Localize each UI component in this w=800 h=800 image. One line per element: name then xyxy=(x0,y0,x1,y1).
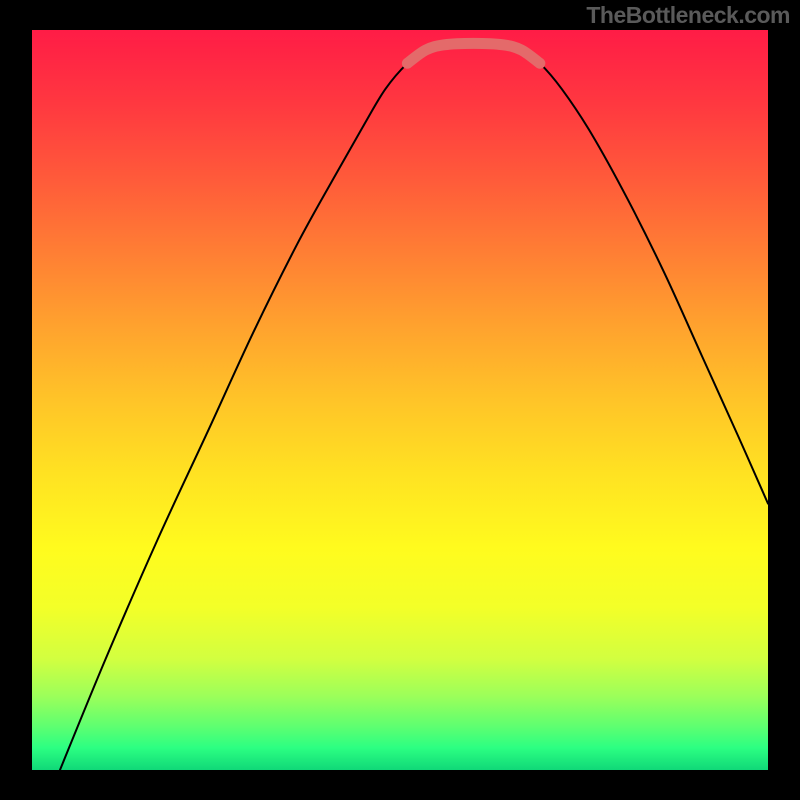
chart-container: TheBottleneck.com xyxy=(0,0,800,800)
gradient-background xyxy=(32,30,768,770)
chart-svg xyxy=(32,30,768,770)
plot-area xyxy=(32,30,768,770)
watermark-text: TheBottleneck.com xyxy=(586,2,790,29)
